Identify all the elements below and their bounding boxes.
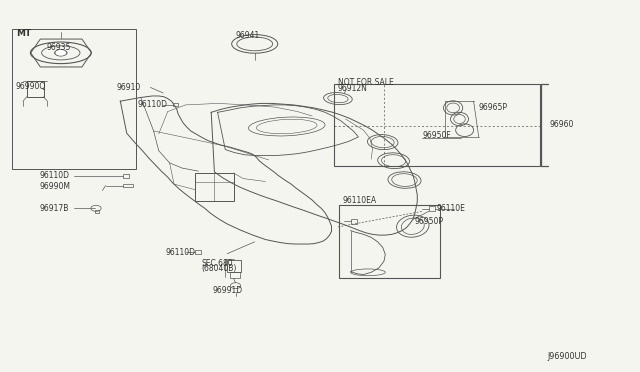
Text: 96941: 96941 (236, 31, 260, 40)
Text: 96912N: 96912N (338, 84, 368, 93)
Text: 96950P: 96950P (415, 217, 444, 226)
Bar (195, 250, 201, 254)
Bar (123, 174, 129, 178)
Text: 96110E: 96110E (436, 204, 465, 213)
Text: 96991D: 96991D (212, 286, 243, 295)
Text: SEC.680: SEC.680 (202, 259, 233, 268)
Text: NOT FOR SALE: NOT FOR SALE (338, 78, 394, 87)
Bar (12, 29, 136, 169)
Bar (173, 103, 178, 106)
Text: 96990M: 96990M (40, 182, 70, 191)
Circle shape (55, 49, 67, 56)
Text: MT: MT (16, 29, 31, 38)
Bar (351, 219, 357, 224)
Text: 96990Q: 96990Q (16, 82, 46, 91)
Text: 96110D: 96110D (165, 248, 195, 257)
Bar (195, 173, 234, 201)
Text: 96965P: 96965P (479, 103, 508, 112)
Bar (123, 184, 133, 187)
Text: 96110D: 96110D (40, 171, 70, 180)
Text: 96950F: 96950F (422, 131, 451, 140)
Text: 96110D: 96110D (138, 100, 168, 109)
Bar (230, 272, 240, 278)
Text: 96960: 96960 (549, 121, 573, 129)
Text: 96110EA: 96110EA (342, 196, 376, 205)
Text: J96900UD: J96900UD (547, 352, 587, 361)
Bar (429, 206, 435, 211)
Bar (334, 84, 540, 166)
Bar (27, 81, 44, 97)
Text: 96935: 96935 (46, 43, 70, 52)
Text: 96917B: 96917B (40, 204, 69, 213)
Text: 96910: 96910 (116, 83, 141, 92)
Text: (68040B): (68040B) (202, 264, 237, 273)
Bar (95, 210, 99, 213)
Bar (227, 260, 241, 272)
Bar (339, 205, 440, 278)
